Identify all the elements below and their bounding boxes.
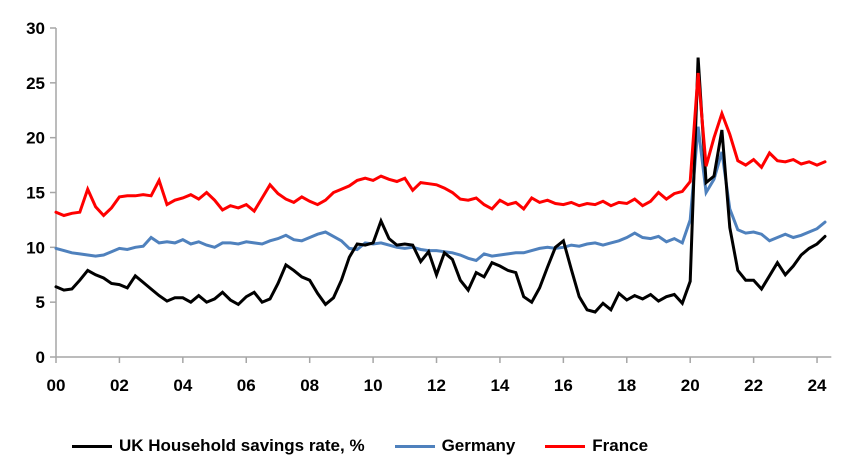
x-tick-label: 14 <box>490 376 509 395</box>
y-tick-label: 0 <box>36 348 45 367</box>
germany-series-line <box>54 126 827 263</box>
legend-label-france: France <box>592 436 649 455</box>
y-tick-label: 10 <box>26 238 45 257</box>
france-series-line <box>54 72 827 218</box>
x-tick-label: 22 <box>744 376 763 395</box>
legend-item-germany: Germany <box>394 436 516 456</box>
y-tick-label: 5 <box>36 293 45 312</box>
legend-label-germany: Germany <box>441 436 516 455</box>
chart-legend: UK Household savings rate, % Germany Fra… <box>0 426 852 466</box>
x-tick-labels: 00 02 04 06 08 10 12 14 16 18 20 22 24 <box>47 376 827 395</box>
y-tick-labels: 0 5 10 15 20 25 30 <box>26 19 45 367</box>
x-tick-label: 06 <box>237 376 256 395</box>
legend-label-uk: UK Household savings rate, % <box>118 436 365 455</box>
x-tick-label: 08 <box>300 376 319 395</box>
germany-line-swatch-icon <box>394 444 435 448</box>
y-tick-label: 15 <box>26 184 45 203</box>
legend-item-france: France <box>545 436 648 456</box>
x-tick-label: 24 <box>808 376 827 395</box>
x-tick-label: 00 <box>47 376 66 395</box>
x-tick-label: 10 <box>364 376 383 395</box>
y-tick-label: 25 <box>26 74 45 93</box>
x-tick-label: 02 <box>110 376 129 395</box>
y-tick-label: 30 <box>26 19 45 38</box>
x-tick-label: 04 <box>173 376 192 395</box>
legend-item-uk: UK Household savings rate, % <box>71 436 365 456</box>
axes <box>50 27 832 363</box>
y-tick-label: 20 <box>26 129 45 148</box>
x-tick-label: 18 <box>617 376 636 395</box>
france-line-swatch-icon <box>545 444 586 448</box>
uk-line-swatch-icon <box>71 444 112 448</box>
chart-svg: 0 5 10 15 20 25 30 00 02 04 06 08 10 12 14 16 18 20 22 24 <box>26 19 832 395</box>
x-tick-label: 16 <box>554 376 573 395</box>
x-tick-label: 20 <box>681 376 700 395</box>
x-tick-label: 12 <box>427 376 446 395</box>
